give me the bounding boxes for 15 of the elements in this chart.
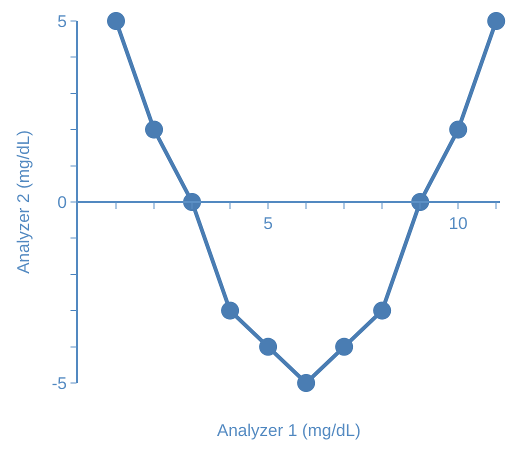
point — [145, 120, 164, 139]
point — [449, 120, 468, 139]
point — [297, 374, 316, 392]
point — [373, 302, 392, 320]
y-axis-title: Analyzer 2 (mg/dL) — [14, 130, 33, 274]
x-tick-label: 10 — [448, 214, 468, 234]
point — [221, 302, 240, 320]
y-tick-label: -5 — [52, 374, 67, 393]
point — [259, 338, 278, 356]
y-tick-label: 5 — [57, 12, 67, 31]
point — [335, 338, 354, 356]
y-tick-label: 0 — [57, 192, 67, 212]
point — [107, 12, 126, 30]
point — [487, 12, 506, 30]
x-axis-title: Analyzer 1 (mg/dL) — [217, 421, 361, 440]
